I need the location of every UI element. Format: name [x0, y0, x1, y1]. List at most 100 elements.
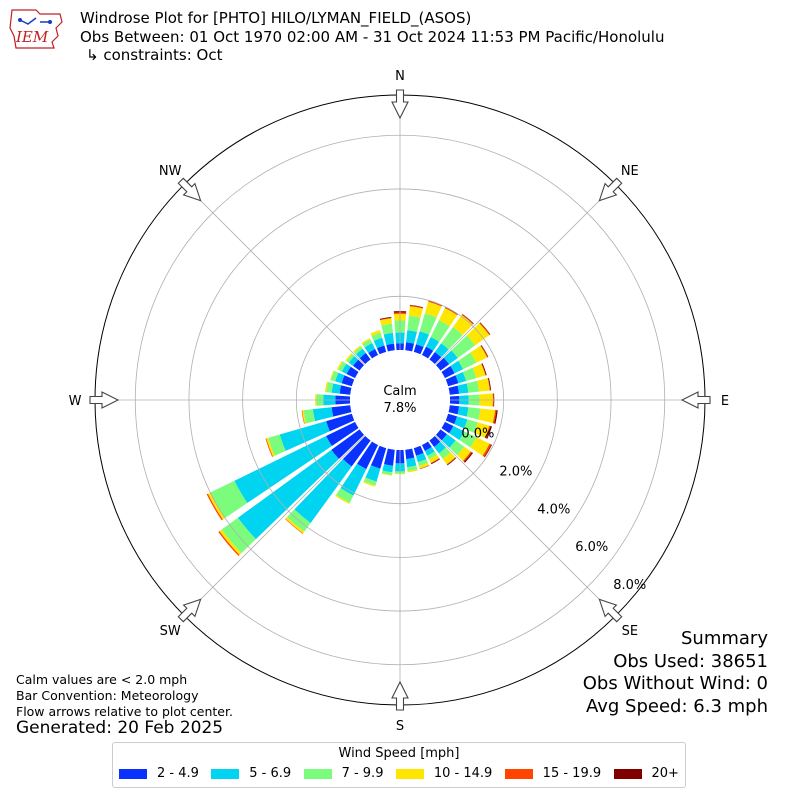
- rose-bar-segment: [345, 353, 353, 362]
- legend-item: 2 - 4.9: [119, 766, 199, 781]
- rose-bar-segment: [453, 315, 473, 336]
- rose-bar-segment: [331, 405, 352, 417]
- rose-bar-segment: [330, 370, 335, 381]
- rose-bar-segment: [234, 436, 332, 504]
- rose-bar-segment: [406, 457, 417, 468]
- rose-bar-segment: [434, 441, 446, 454]
- flow-arrow-shape: [177, 177, 202, 202]
- rose-bar-segment: [466, 407, 481, 420]
- rose-bar-segment: [438, 447, 451, 459]
- rose-bar-segment: [383, 332, 395, 345]
- rose-bar-segment: [477, 378, 490, 392]
- rose-bar-segment: [427, 451, 437, 460]
- rose-bar-segment: [330, 370, 339, 382]
- rose-bar-segment: [450, 360, 464, 374]
- obs-without-wind: Obs Without Wind: 0: [582, 673, 768, 694]
- flow-arrow-shape: [391, 89, 409, 120]
- rose-bar-segment: [409, 304, 424, 308]
- rose-bar-segment: [376, 345, 387, 355]
- rose-bar-segment: [370, 330, 381, 336]
- rose-bar-segment: [488, 377, 492, 391]
- rose-bar-segment: [365, 465, 381, 482]
- rose-bar-segment: [454, 416, 468, 429]
- compass-label: S: [396, 719, 404, 734]
- summary-panel: Summary Obs Used: 38651 Obs Without Wind…: [583, 628, 768, 718]
- rose-bar-segment: [355, 348, 366, 359]
- rose-bar-segment: [218, 531, 240, 556]
- rose-bar-segment: [326, 413, 355, 432]
- rose-bar-segment: [359, 353, 371, 365]
- compass-label: N: [395, 69, 405, 84]
- rose-bar-segment: [435, 357, 450, 371]
- rose-bar-segment: [381, 323, 393, 335]
- rose-bar-segment: [445, 375, 459, 387]
- radial-tick-label: 6.0%: [575, 540, 608, 555]
- rose-bar-segment: [348, 355, 359, 366]
- compass-label: SE: [622, 624, 638, 639]
- legend-swatch: [613, 768, 642, 779]
- rose-bar-segment: [451, 335, 476, 358]
- rose-bar-segment: [448, 405, 460, 415]
- chart-title: Windrose Plot for [PHTO] HILO/LYMAN_FIEL…: [80, 9, 472, 27]
- rose-bar-segment: [461, 314, 474, 325]
- rose-bar-segment: [353, 359, 365, 371]
- grid-spoke: [435, 184, 616, 365]
- rose-bar-segment: [407, 469, 418, 473]
- rose-bar-segment: [207, 492, 226, 520]
- rose-bar-segment: [336, 360, 343, 370]
- rose-bar-segment: [294, 459, 352, 523]
- rose-bar-segment: [479, 322, 491, 335]
- rose-bar-segment: [470, 345, 488, 363]
- legend-label: 2 - 4.9: [157, 766, 199, 781]
- rose-bar-segment: [484, 444, 492, 458]
- legend-label: 15 - 19.9: [542, 766, 602, 781]
- rose-bar-segment: [446, 457, 456, 465]
- rose-bar-segment: [406, 330, 417, 344]
- compass-label: SW: [160, 624, 181, 639]
- rose-bar-segment: [462, 313, 474, 324]
- rose-bar-segment: [363, 477, 377, 486]
- rose-bar-segment: [379, 317, 392, 321]
- legend-title: Wind Speed [mph]: [338, 746, 460, 761]
- rose-bar-segment: [441, 421, 454, 434]
- rose-bar-segment: [416, 453, 427, 463]
- rose-bar-segment: [429, 351, 442, 365]
- legend-swatch: [303, 768, 332, 779]
- rose-bar-segment: [458, 352, 477, 370]
- legend-swatch: [119, 768, 147, 779]
- calm-value: 7.8%: [383, 401, 416, 416]
- rose-bar-segment: [449, 426, 465, 440]
- rose-bar-segment: [341, 363, 351, 374]
- rose-bar-segment: [463, 452, 474, 463]
- rose-bar-segment: [346, 354, 355, 363]
- rose-bar-segment: [381, 473, 393, 476]
- flow-arrow-shape: [598, 177, 623, 202]
- rose-bar-segment: [363, 481, 376, 487]
- bar-convention-note: Bar Convention: Meteorology: [16, 688, 199, 703]
- flow-arrow: [598, 598, 623, 623]
- legend-label: 10 - 14.9: [433, 766, 493, 781]
- rose-bar-segment: [481, 345, 489, 358]
- rose-bar-segment: [326, 382, 334, 393]
- rose-bar-segment: [279, 421, 330, 451]
- rose-bar-segment: [206, 493, 223, 521]
- grid-spoke: [184, 184, 365, 365]
- rose-bar-segment: [339, 385, 352, 395]
- legend-item: 10 - 14.9: [395, 766, 493, 781]
- compass-label: W: [69, 394, 82, 409]
- legend-label: 7 - 9.9: [341, 766, 384, 781]
- rose-bar-segment: [441, 326, 463, 350]
- rose-bar-segment: [447, 457, 457, 466]
- radial-tick-label: 0.0%: [461, 426, 494, 441]
- rose-bar-segment: [336, 488, 354, 503]
- rose-bar-segment: [455, 372, 467, 384]
- rose-bar-segment: [357, 441, 379, 470]
- rose-bar-segment: [341, 375, 355, 387]
- rose-bar-segment: [478, 408, 496, 424]
- rose-bar-segment: [219, 529, 242, 556]
- grid-spoke: [184, 435, 365, 616]
- rose-bar-segment: [464, 419, 478, 433]
- rose-bar-segment: [419, 313, 437, 335]
- constraints-label: ↳ constraints: Oct: [86, 46, 223, 64]
- rose-bar-segment: [442, 452, 456, 465]
